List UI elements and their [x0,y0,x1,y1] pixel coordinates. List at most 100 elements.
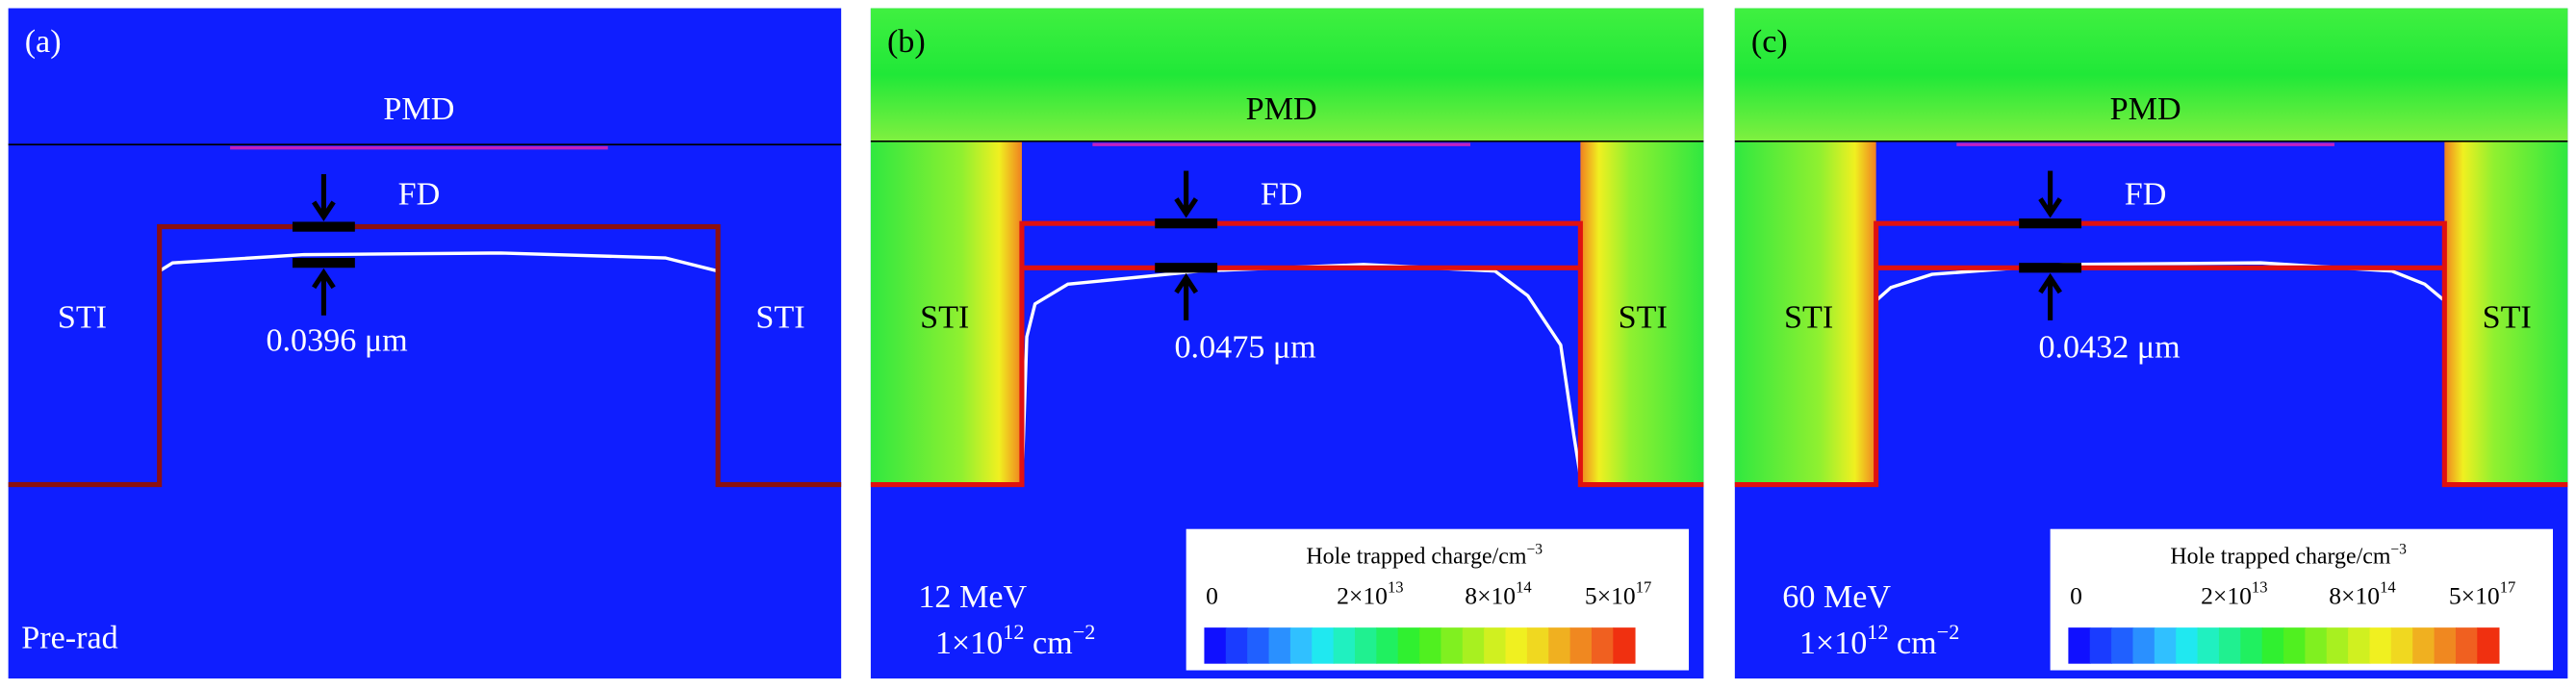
colorbar-swatch [1268,627,1291,664]
fluence-label-part: cm [1025,626,1074,661]
thickness-bar [292,221,355,232]
colorbar-tick-label: 8×1014 [2329,578,2396,610]
pmd-region [870,8,1704,141]
fd-label: FD [2125,177,2167,213]
colorbar-swatch [2348,627,2371,664]
thickness-bar [1155,263,1218,273]
colorbar-title-part: Hole trapped charge/cm [2170,545,2390,570]
sti-label: STI [1619,300,1668,336]
energy-label: 60 MeV [1782,579,1891,615]
colorbar-title: Hole trapped charge/cm−3 [1306,541,1543,569]
fluence-label-part: 12 [1867,620,1888,644]
colorbar-swatch [2477,627,2500,664]
colorbar: Hole trapped charge/cm−3 0 2×1013 8×1014 5×1… [1186,528,1690,671]
colorbar-title-part: Hole trapped charge/cm [1306,545,1526,570]
colorbar-swatch [1613,627,1636,664]
colorbar-swatch [1397,627,1420,664]
panel: (c) PMD FD STI STI 0.0432 μm 60 MeV 1×1012 cm−2… [1734,8,2568,679]
colorbar-swatch [2326,627,2349,664]
colorbar-swatch [1354,627,1378,664]
arrow [1174,272,1199,320]
colorbar-tick-label-part: 14 [1516,578,1532,597]
thickness-bar [2019,218,2082,229]
colorbar-swatch [1419,627,1442,664]
colorbar-tick-label-part: 5×10 [1585,581,1636,609]
colorbar-tick-label: 5×1017 [1585,578,1651,610]
colorbar-swatch [1569,627,1593,664]
colorbar-swatch [1526,627,1550,664]
sti-label: STI [755,300,804,336]
note: Pre-rad [21,621,117,656]
colorbar-title: Hole trapped charge/cm−3 [2170,541,2407,569]
device-outline [1734,220,2568,488]
colorbar-swatch [2176,627,2199,664]
thickness-label: 0.0475 μm [1175,329,1317,365]
colorbar-swatch [2261,627,2284,664]
device-outline [8,224,842,488]
colorbar-swatch [2305,627,2328,664]
colorbar-tick-label-part: 17 [2500,578,2516,597]
colorbar-tick-label-part: 2×10 [1337,581,1388,609]
colorbar-tick-label-part: 0 [1206,581,1218,609]
colorbar-tick-label: 0 [2070,581,2082,609]
colorbar-title-part: −3 [1526,541,1543,557]
fluence-label-part: −2 [1937,620,1960,644]
colorbar-tick-label-part: 2×10 [2201,581,2252,609]
sti-region [1734,141,1876,485]
sti-region [870,141,1022,485]
colorbar-tick-label: 2×1013 [1337,578,1403,610]
panel: (b) PMD FD STI STI 0.0475 μm 12 MeV 1×1012 cm−2… [870,8,1704,679]
sti-region [1580,141,1704,485]
thickness-label: 0.0396 μm [266,323,408,359]
panel-label: (b) [887,24,926,60]
colorbar-tick-label-part: 5×10 [2449,581,2500,609]
thickness-bar [1155,218,1218,229]
sti-label: STI [58,300,107,336]
colorbar-swatch [2455,627,2479,664]
colorbar-tick-label-part: 17 [1636,578,1652,597]
colorbar-swatch [1376,627,1399,664]
pmd-region [1734,8,2568,141]
colorbar-swatch [1312,627,1335,664]
fluence-label-part: 1×10 [1799,626,1867,661]
colorbar-swatch [1505,627,1528,664]
fluence-label: 1×1012 cm−2 [1799,620,1959,661]
colorbar-tick-label: 8×1014 [1465,578,1532,610]
fluence-label-part: 1×10 [935,626,1003,661]
arrow [312,173,336,221]
colorbar-swatch [1289,627,1314,664]
sti-label: STI [1784,300,1833,336]
pmd-label: PMD [383,91,454,127]
colorbar-swatch [2283,627,2307,664]
colorbar-tick-label-part: 8×10 [1465,581,1516,609]
colorbar-swatch [1247,627,1270,664]
colorbar-swatch [1333,627,1356,664]
fluence-label: 1×1012 cm−2 [935,620,1095,661]
colorbar-tick-label-part: 8×10 [2329,581,2380,609]
colorbar-swatch [1548,627,1571,664]
colorbar-swatch [1441,627,1464,664]
pmd-label: PMD [2110,91,2181,127]
colorbar-swatch [2240,627,2263,664]
colorbar-swatch [2111,627,2134,664]
colorbar-swatch [2132,627,2155,664]
colorbar-swatch [2369,627,2392,664]
colorbar-swatch [2390,627,2414,664]
fluence-label-part: −2 [1073,620,1096,644]
thickness-bar [292,258,355,268]
panel-label: (a) [25,24,62,60]
colorbar-swatch [2434,627,2457,664]
panel: (a) PMD FD STI STI 0.0396 μm Pre-rad [8,8,842,679]
fd-label: FD [1261,177,1303,213]
device-outline [870,220,1704,488]
depletion-curve [1020,263,1583,485]
sti-region [2444,141,2568,485]
colorbar-swatch [2218,627,2242,664]
colorbar-tick-label: 0 [1206,581,1218,609]
arrow [2038,170,2062,218]
colorbar: Hole trapped charge/cm−3 0 2×1013 8×1014 5×1… [2050,528,2553,671]
arrow [312,268,336,316]
colorbar-swatch [2089,627,2112,664]
fluence-label-part: 12 [1003,620,1024,644]
